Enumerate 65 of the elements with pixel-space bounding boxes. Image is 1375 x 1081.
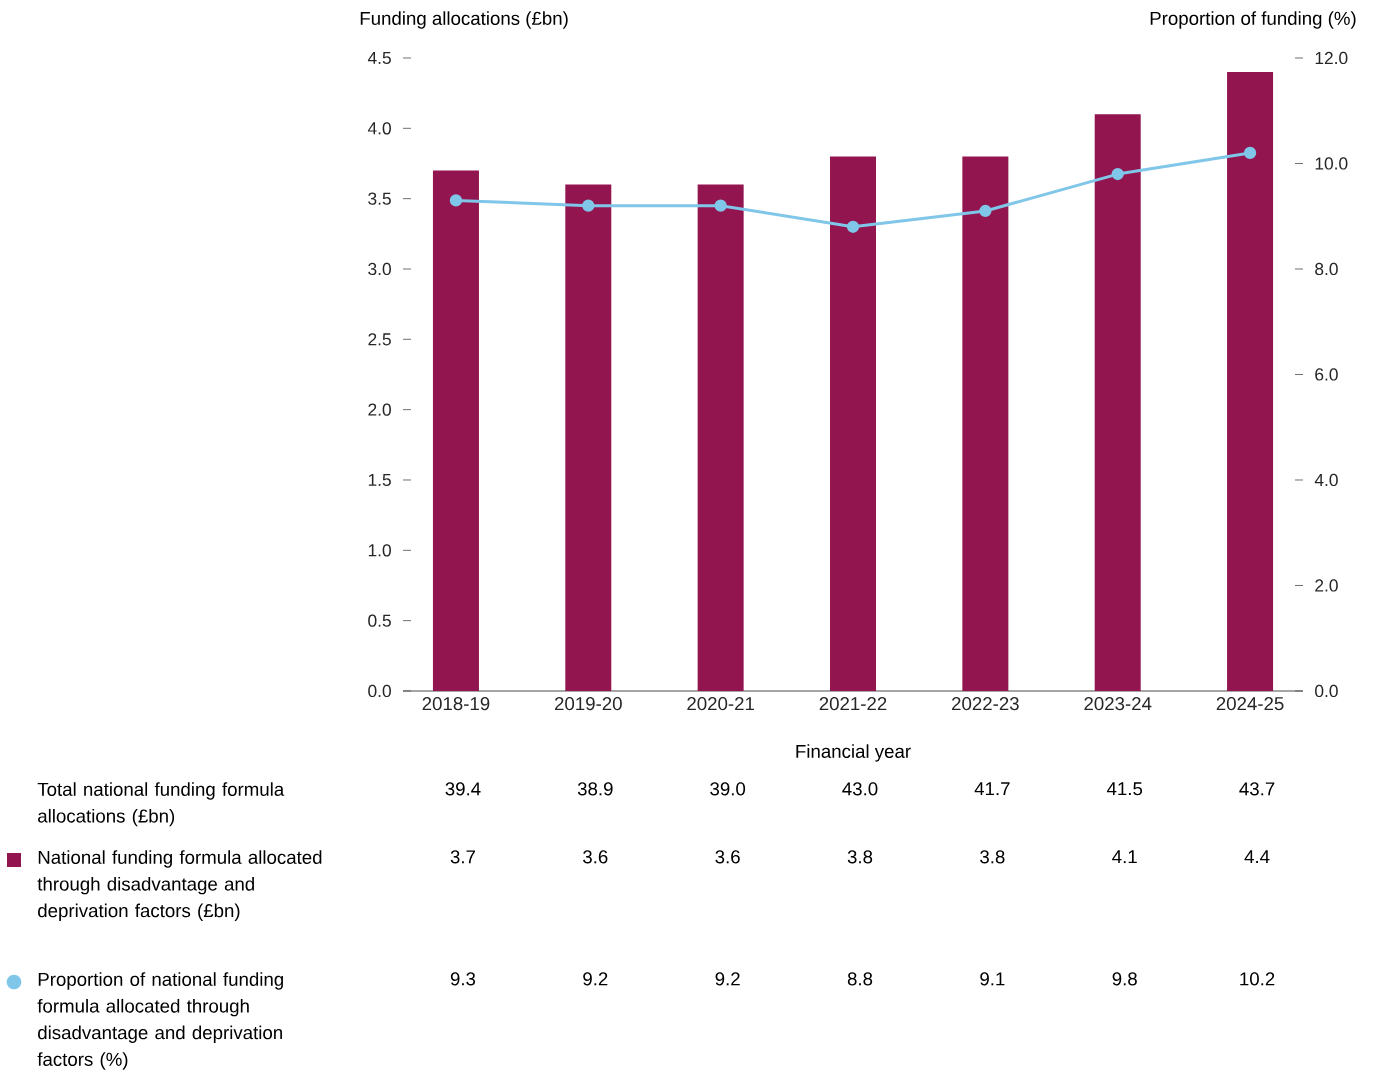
point <box>714 199 727 212</box>
x-tick-label: 2022-23 <box>952 697 1019 711</box>
y2-tick-label: 12.0 <box>1315 51 1348 65</box>
y-tick-label: 2.5 <box>368 333 391 346</box>
y2-tick-label: 8.0 <box>1315 262 1338 276</box>
x-tick-label: 2023-24 <box>1084 697 1152 711</box>
y-tick-label: 4.0 <box>367 122 391 135</box>
data-label: 9.8 <box>1112 972 1137 986</box>
data-label: 9.1 <box>980 972 1005 986</box>
x-tick-label: 2019-20 <box>554 697 622 711</box>
bar <box>1227 72 1274 691</box>
point <box>582 199 595 212</box>
x-tick-label: 2024-25 <box>1216 697 1284 711</box>
bar <box>432 170 479 691</box>
point <box>449 194 463 207</box>
text: 39.4 <box>445 782 481 796</box>
bar <box>830 156 876 691</box>
text: 43.7 <box>1239 782 1275 796</box>
y-tick-label: 3.5 <box>368 192 391 205</box>
x-axis-title: Financial year <box>796 744 911 762</box>
text: 43.0 <box>842 782 878 796</box>
bar <box>962 156 1009 691</box>
text: 41.7 <box>974 782 1010 796</box>
point <box>1243 146 1257 160</box>
data-label: 9.2 <box>715 972 740 986</box>
point <box>846 220 860 233</box>
y-tick-label: 4.5 <box>367 51 391 65</box>
bar <box>565 184 612 691</box>
x-tick-label: 2018-19 <box>422 697 490 711</box>
text: 38.9 <box>577 782 613 796</box>
y-tick-label: 1.5 <box>368 473 391 487</box>
data-label: 4.4 <box>1244 850 1270 864</box>
data-label: 9.3 <box>450 972 476 986</box>
y2-tick-label: 10.0 <box>1315 157 1348 170</box>
x-tick-label: 2021-22 <box>819 697 887 711</box>
y-tick-label: 2.0 <box>368 403 391 416</box>
y2-tick-label: 6.0 <box>1315 368 1338 381</box>
legend-label: National funding formula allocated through disadvantage and deprivation factors (£bn) <box>37 850 322 921</box>
legend-label: Proportion of national funding formula allocated through disadvantage and deprivation factors (%) <box>37 972 283 1070</box>
data-label: 3.7 <box>450 850 475 864</box>
text: Total national funding formula allocations (£bn) <box>37 782 285 827</box>
data-label: 10.2 <box>1240 972 1275 986</box>
data-label: 3.6 <box>583 850 608 864</box>
data-label: 9.2 <box>583 972 608 986</box>
y-tick-label: 0.0 <box>368 684 391 698</box>
y-axis-title: Funding allocations (£bn) <box>360 11 568 29</box>
text: 41.5 <box>1106 782 1143 796</box>
text: 39.0 <box>710 782 746 796</box>
data-label: 3.6 <box>715 850 740 864</box>
y2-tick-label: 0.0 <box>1315 684 1338 698</box>
data-label: 8.8 <box>847 972 873 986</box>
y-tick-label: 1.0 <box>368 544 391 557</box>
y2-tick-label: 2.0 <box>1315 579 1338 592</box>
y2-tick-label: 4.0 <box>1314 473 1338 487</box>
data-label: 3.8 <box>980 850 1005 864</box>
y-tick-label: 0.5 <box>368 614 391 627</box>
point <box>979 204 992 218</box>
x-tick-label: 2020-21 <box>687 697 754 711</box>
bar <box>697 184 744 691</box>
bar <box>1094 114 1141 691</box>
y-tick-label: 3.0 <box>368 262 391 276</box>
y2-axis-title: Proportion of funding (%) <box>1150 11 1356 29</box>
data-label: 4.1 <box>1112 850 1137 864</box>
data-label: 3.8 <box>847 850 873 864</box>
point <box>1111 167 1124 181</box>
